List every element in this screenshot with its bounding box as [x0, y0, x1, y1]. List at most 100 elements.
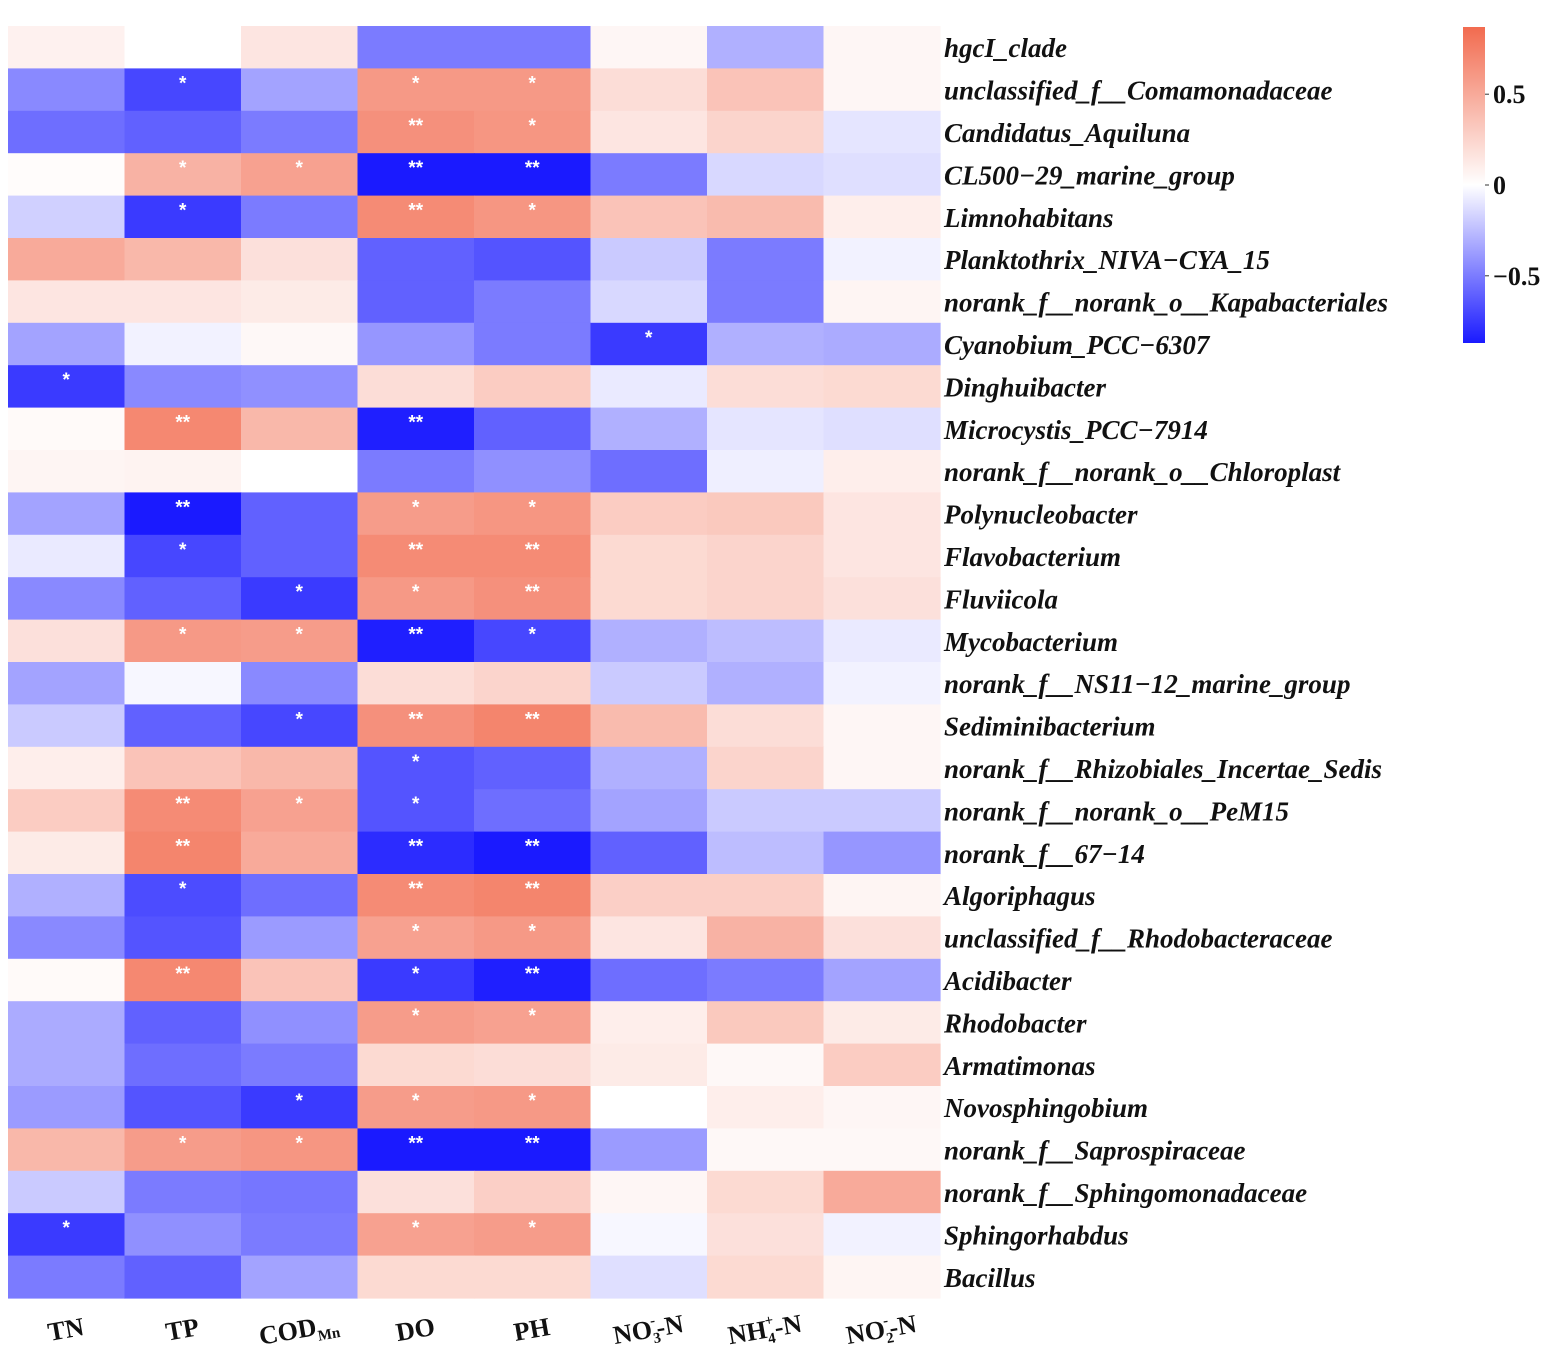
heatmap-cell: [124, 874, 242, 917]
heatmap-cell: [124, 110, 242, 154]
heatmap-cell: [474, 407, 592, 451]
significance-star: *: [412, 1006, 420, 1027]
heatmap-cell: [124, 195, 242, 239]
heatmap-cell: [357, 1213, 475, 1257]
significance-star: *: [179, 158, 187, 179]
heatmap-cell: [241, 195, 359, 239]
heatmap-cell: [590, 534, 708, 578]
column-label: PH: [512, 1312, 553, 1347]
heatmap-cell: [823, 1001, 941, 1045]
heatmap-cell: [590, 1255, 708, 1299]
heatmap-cell: [241, 704, 359, 748]
heatmap-cell: [241, 1255, 359, 1299]
significance-star: *: [296, 709, 304, 730]
heatmap-cell: [124, 789, 242, 833]
heatmap-cell: [357, 916, 475, 960]
row-label: norank_f__67−14: [944, 839, 1145, 869]
row-label: norank_f__norank_o__Kapabacteriales: [944, 288, 1388, 318]
heatmap-cell: [590, 26, 708, 69]
heatmap-cell: [241, 1170, 359, 1214]
heatmap-cell: [474, 534, 592, 578]
heatmap-cell: [124, 407, 242, 451]
heatmap-cell: [241, 407, 359, 451]
heatmap-cell: [124, 746, 242, 790]
significance-star: *: [529, 201, 537, 222]
heatmap-cell: [823, 1255, 941, 1299]
significance-star: *: [412, 1218, 420, 1239]
heatmap-cell: [357, 110, 475, 154]
heatmap-cell: [823, 195, 941, 239]
heatmap-cell: [823, 789, 941, 833]
heatmap-cell: [823, 1170, 941, 1214]
heatmap-cell: [241, 916, 359, 960]
heatmap-cell: [707, 916, 825, 960]
heatmap-cells: [8, 26, 941, 1299]
heatmap-cell: [357, 958, 475, 1002]
heatmap-cell: [474, 916, 592, 960]
heatmap-cell: [241, 534, 359, 578]
heatmap-cell: [474, 1128, 592, 1172]
heatmap-cell: [241, 577, 359, 621]
heatmap-cell: [823, 1043, 941, 1087]
heatmap-cell: [8, 280, 126, 324]
heatmap-cell: [124, 704, 242, 748]
heatmap-cell: [124, 1170, 242, 1214]
heatmap-cell: [357, 746, 475, 790]
heatmap-cell: [823, 916, 941, 960]
heatmap-cell: [823, 153, 941, 197]
heatmap-cell: [357, 26, 475, 69]
heatmap-cell: [124, 958, 242, 1002]
heatmap-cell: [823, 407, 941, 451]
heatmap-cell: [823, 492, 941, 536]
heatmap-cell: [707, 26, 825, 69]
significance-star: *: [412, 794, 420, 815]
heatmap-cell: [241, 365, 359, 409]
heatmap-cell: [590, 1213, 708, 1257]
column-label: NO2--N: [844, 1308, 920, 1354]
heatmap-cell: [474, 662, 592, 705]
heatmap-cell: [707, 68, 825, 112]
heatmap-cell: [590, 577, 708, 621]
heatmap-cell: [241, 789, 359, 833]
column-labels: TN TP CODMn DO PH NO3--N NH4+-N NO2--N: [46, 1308, 920, 1354]
colorbar-tick-label: −0.5: [1493, 262, 1540, 291]
heatmap-cell: [124, 1001, 242, 1045]
column-label: TP: [163, 1312, 201, 1346]
heatmap-cell: [823, 110, 941, 154]
heatmap-cell: [707, 704, 825, 748]
heatmap-cell: [823, 238, 941, 281]
heatmap-cell: [241, 1001, 359, 1045]
colorbar-tick-label: 0: [1493, 171, 1506, 200]
heatmap-cell: [474, 874, 592, 917]
heatmap-cell: [8, 704, 126, 748]
heatmap-cell: [124, 1086, 242, 1129]
heatmap-cell: [474, 619, 592, 663]
significance-star: **: [525, 709, 540, 730]
heatmap-cell: [707, 958, 825, 1002]
significance-star: *: [529, 1091, 537, 1112]
heatmap-cell: [241, 450, 359, 493]
heatmap-cell: [474, 195, 592, 239]
heatmap-cell: [823, 577, 941, 621]
heatmap-cell: [8, 789, 126, 833]
heatmap-cell: [241, 153, 359, 197]
heatmap-cell: [241, 662, 359, 705]
heatmap-cell: [707, 365, 825, 409]
heatmap-cell: [590, 153, 708, 197]
heatmap-cell: [590, 831, 708, 875]
heatmap-cell: [823, 874, 941, 917]
heatmap-cell: [357, 534, 475, 578]
heatmap-cell: [8, 874, 126, 917]
heatmap-cell: [241, 958, 359, 1002]
significance-star: **: [408, 116, 423, 137]
heatmap-cell: [590, 322, 708, 366]
heatmap-cell: [474, 789, 592, 833]
heatmap-cell: [707, 577, 825, 621]
heatmap-cell: [124, 365, 242, 409]
heatmap-cell: [124, 1213, 242, 1257]
significance-star: **: [525, 1133, 540, 1154]
significance-star: **: [408, 709, 423, 730]
heatmap-cell: [823, 534, 941, 578]
colorbar-gradient: [1463, 27, 1485, 343]
heatmap-cell: [590, 746, 708, 790]
